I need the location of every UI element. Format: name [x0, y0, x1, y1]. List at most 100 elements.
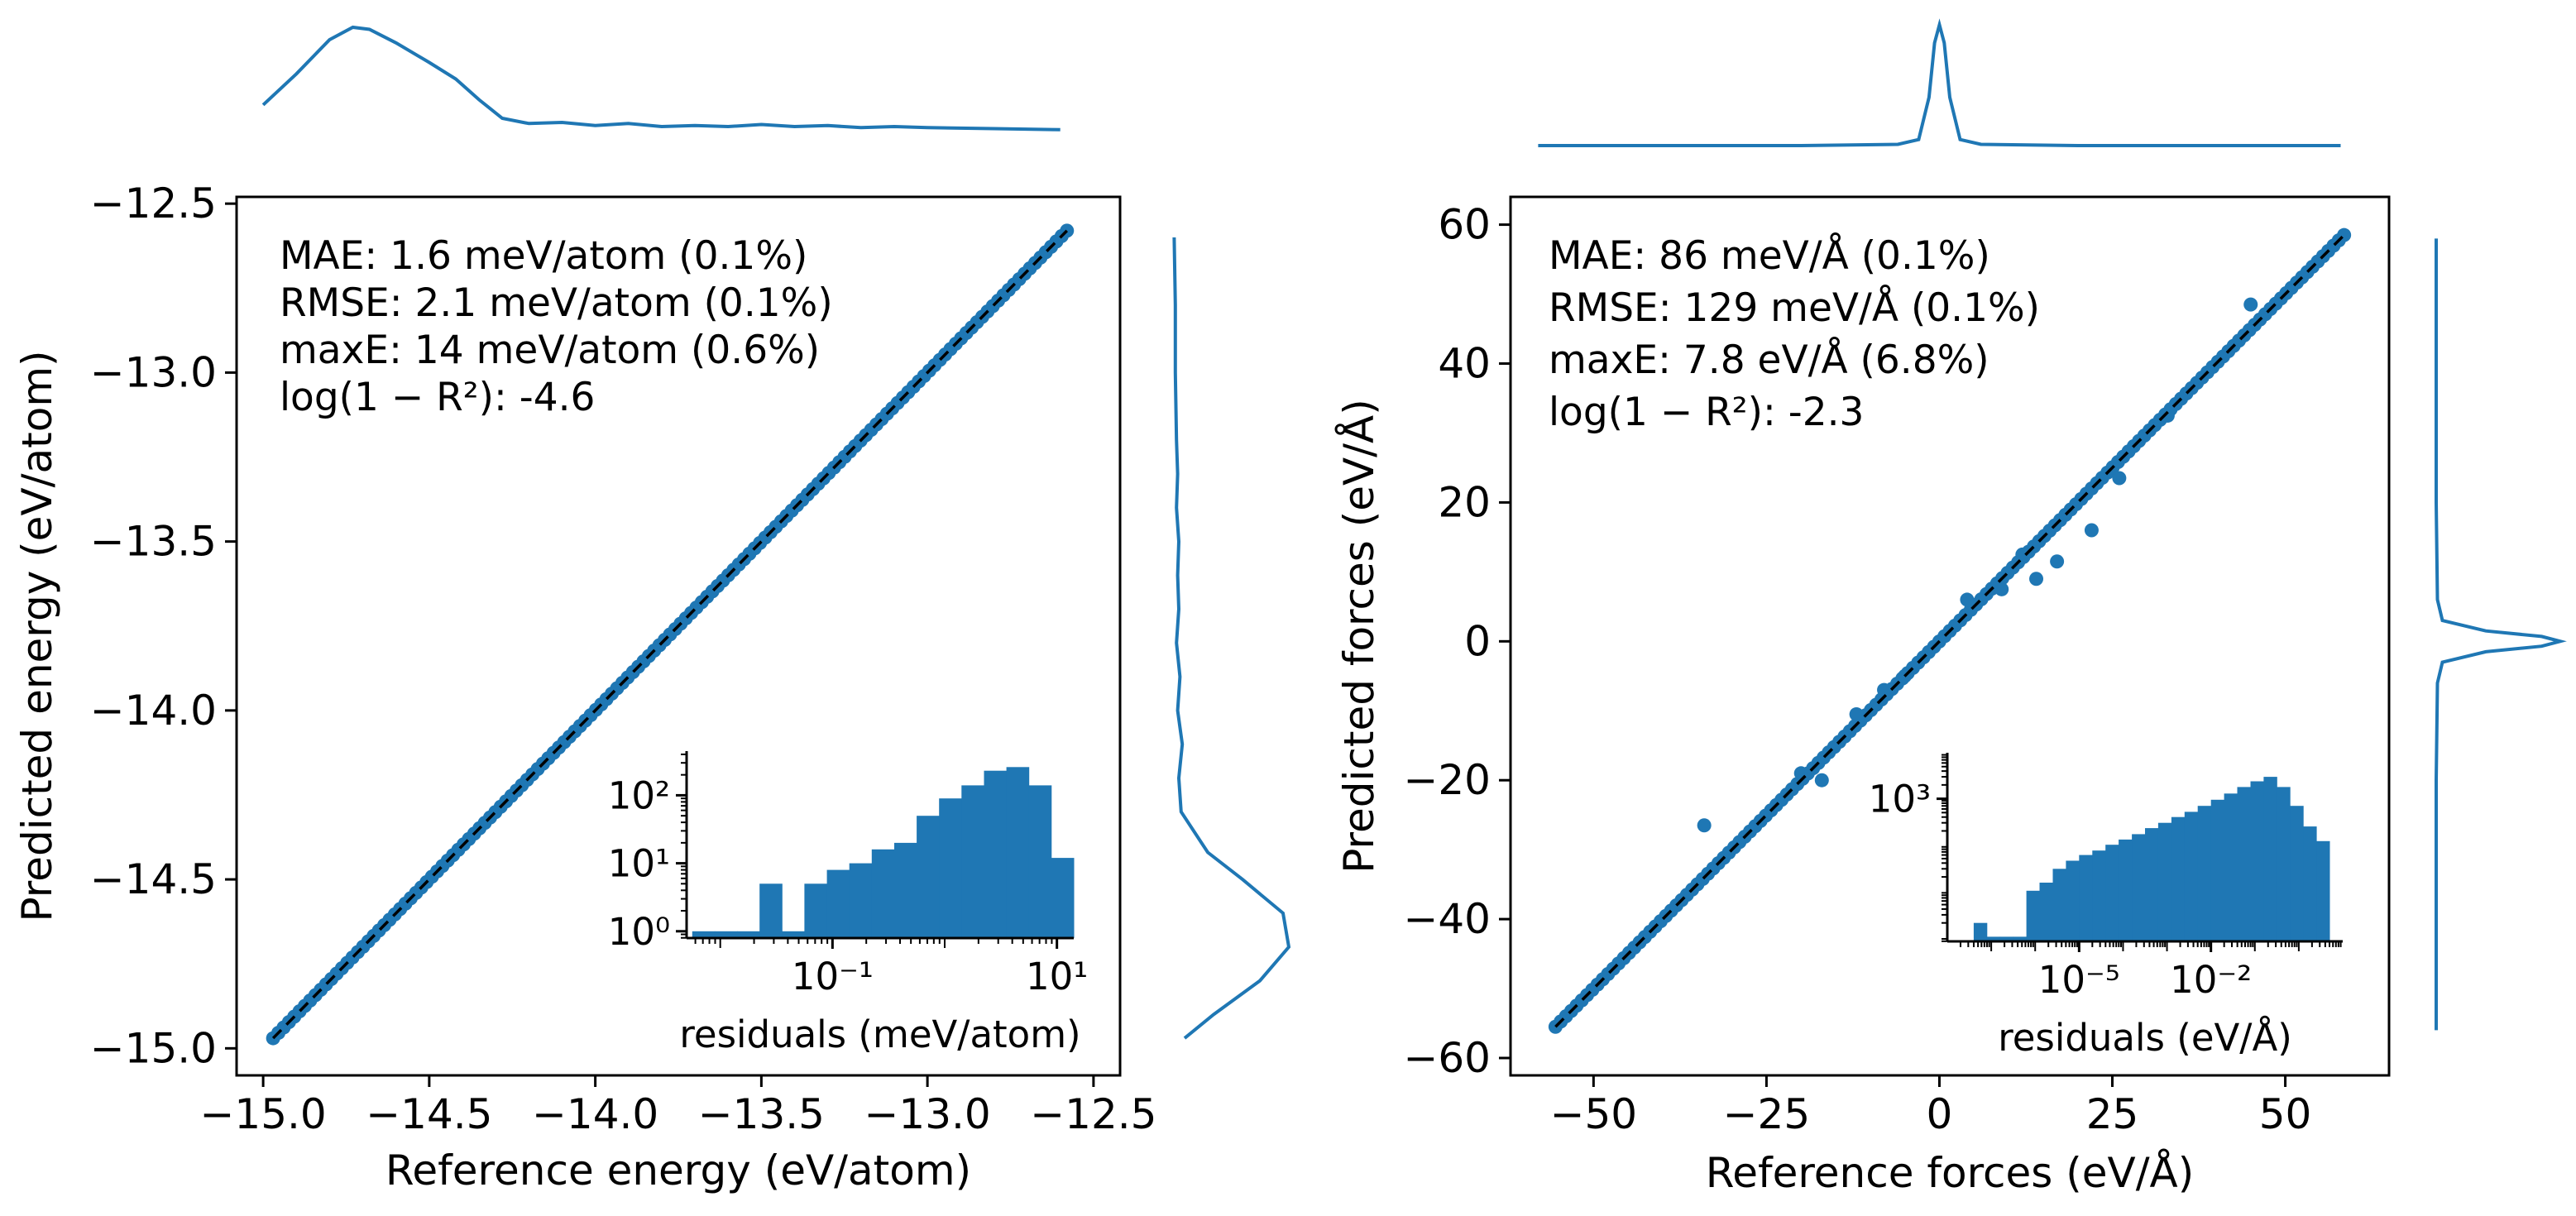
forces-stats-text: MAE: 86 meV/Å (0.1%) RMSE: 129 meV/Å (0.…	[1549, 233, 2040, 435]
energy-histogram-x-label: residuals (meV/atom)	[679, 1013, 1080, 1056]
f-histogram-bar	[2066, 860, 2080, 941]
f-scatter-outlier-point	[2243, 297, 2258, 312]
forces-stat-rmse: RMSE: 129 meV/Å (0.1%)	[1549, 285, 2040, 331]
energy-histogram-axes: 10⁰ 10¹ 10² 10⁻¹ 10¹	[608, 751, 1088, 998]
e-histogram-bar	[692, 931, 716, 938]
f-x-tick-label: 25	[2086, 1090, 2139, 1138]
f-histogram-bar	[2316, 840, 2330, 941]
e-x-tick-label: −15.0	[200, 1090, 327, 1138]
f-scatter-outlier-point	[1877, 682, 1892, 697]
f-y-tick-label: −20	[1403, 756, 1491, 804]
forces-top-density-curve	[1538, 18, 2341, 147]
f-scatter-outlier-point	[2050, 554, 2065, 569]
energy-reference-line	[271, 229, 1069, 1040]
f-histogram-bar	[2105, 845, 2119, 941]
energy-y-axis-label: Predicted energy (eV/atom)	[13, 350, 61, 922]
forces-histogram-axes: 10³ 10⁻⁵ 10⁻²	[1869, 753, 2343, 1002]
e-x-tick-label: −13.5	[698, 1090, 825, 1138]
e-histogram-bar	[939, 798, 962, 938]
f-x-tick-label: −25	[1723, 1090, 1811, 1138]
f-histogram-bar	[2250, 781, 2264, 941]
e-y-tick-label: −13.0	[90, 348, 217, 396]
e-histogram-bar	[804, 883, 827, 938]
f-histogram-bar	[2303, 826, 2317, 941]
energy-y-ticks: −15.0 −14.5 −14.0 −13.5 −13.0 −12.5	[90, 180, 237, 1072]
forces-x-ticks: −50 −25 0 25 50	[1550, 1075, 2312, 1138]
f-histogram-bar	[2026, 890, 2040, 941]
f-y-tick-label: 60	[1438, 201, 1491, 249]
forces-right-density-curve	[2435, 238, 2567, 1031]
f-scatter-outlier-point	[2029, 572, 2044, 586]
f-x-tick-label: 0	[1927, 1090, 1953, 1138]
forces-reference-line	[1554, 233, 2345, 1028]
f-scatter-outlier-point	[1849, 706, 1864, 721]
f-histogram-bar	[1986, 936, 2001, 941]
e-histogram-bar	[714, 931, 738, 938]
f-histogram-bar	[2237, 787, 2251, 941]
e-histogram-bar	[961, 785, 984, 938]
e-histogram-bar	[1028, 785, 1052, 938]
forces-stat-maxe: maxE: 7.8 eV/Å (6.8%)	[1549, 338, 1989, 383]
f-histogram-bar	[2290, 806, 2304, 941]
e-y-tick-label: −13.5	[90, 518, 217, 566]
f-scatter-outlier-point	[2015, 547, 2030, 562]
e-histogram-bar	[1051, 858, 1075, 938]
f-histogram-bar	[2224, 793, 2238, 941]
f-scatter-outlier-point	[2160, 408, 2175, 423]
f-y-tick-label: −40	[1403, 895, 1491, 943]
f-histogram-bar	[2171, 816, 2186, 941]
f-histogram-bar	[2039, 883, 2053, 941]
f-scatter-outlier-point	[1994, 582, 2009, 596]
f-histogram-bar	[2197, 806, 2212, 941]
f-histogram-bar	[1973, 922, 1988, 941]
energy-stat-mae: MAE: 1.6 meV/atom (0.1%)	[280, 233, 807, 279]
f-scatter-outlier-point	[2084, 523, 2099, 538]
forces-x-axis-label: Reference forces (eV/Å)	[1706, 1149, 2195, 1197]
e-y-tick-label: −15.0	[90, 1024, 217, 1072]
energy-stats-text: MAE: 1.6 meV/atom (0.1%) RMSE: 2.1 meV/a…	[280, 233, 833, 420]
energy-plot-frame	[235, 195, 1122, 1077]
f-histogram-bar	[2210, 799, 2225, 941]
energy-right-density-curve	[1172, 237, 1291, 1040]
e-histogram-bar	[737, 931, 760, 938]
e-y-tick-label: −14.0	[90, 687, 217, 735]
forces-panel: −50 −25 0 25 50 −60 −40 −20 0 20 40 60 Reference f…	[1335, 18, 2567, 1197]
e-histogram-bar	[894, 842, 917, 938]
f-histogram-bar	[2013, 936, 2028, 941]
f-inset-y-tick-label: 10³	[1869, 778, 1931, 821]
e-histogram-bar	[1006, 767, 1030, 938]
e-histogram-bar	[759, 883, 783, 938]
energy-stat-maxe: maxE: 14 meV/atom (0.6%)	[280, 328, 820, 373]
f-scatter-outlier-point	[1960, 592, 1975, 607]
f-y-tick-label: 20	[1438, 478, 1491, 526]
forces-stat-mae: MAE: 86 meV/Å (0.1%)	[1549, 233, 1990, 279]
forces-stat-r2: log(1 − R²): -2.3	[1549, 390, 1864, 435]
f-x-tick-label: 50	[2259, 1090, 2312, 1138]
f-y-tick-label: 40	[1438, 339, 1491, 387]
forces-residual-histogram: 10³ 10⁻⁵ 10⁻² residuals (eV/Å)	[1856, 736, 2368, 1065]
e-histogram-bar	[917, 816, 940, 938]
f-scatter-outlier-point	[1814, 773, 1829, 788]
e-y-tick-label: −14.5	[90, 855, 217, 903]
f-histogram-bar	[2052, 869, 2066, 941]
e-inset-y-tick-label: 10⁰	[608, 910, 670, 954]
forces-y-axis-label: Predicted forces (eV/Å)	[1335, 399, 1383, 874]
f-histogram-bar	[2263, 777, 2277, 941]
energy-stat-r2: log(1 − R²): -4.6	[280, 375, 595, 420]
e-y-tick-label: −12.5	[90, 180, 217, 227]
f-histogram-bar	[2079, 855, 2093, 941]
e-inset-y-tick-label: 10²	[608, 773, 670, 817]
energy-top-density-curve	[261, 25, 1061, 132]
f-histogram-bar	[2132, 834, 2146, 941]
f-histogram-bar	[2145, 828, 2159, 941]
f-histogram-bar	[2277, 787, 2291, 941]
e-histogram-bar	[849, 863, 873, 938]
e-histogram-bar	[984, 770, 1008, 938]
f-inset-x-tick-label: 10⁻⁵	[2038, 958, 2120, 1002]
e-histogram-bar	[871, 849, 895, 938]
forces-plot-frame	[1509, 195, 2391, 1077]
f-y-tick-label: −60	[1403, 1034, 1491, 1082]
f-scatter-outlier-point	[1697, 818, 1712, 833]
f-x-tick-label: −50	[1550, 1090, 1638, 1138]
